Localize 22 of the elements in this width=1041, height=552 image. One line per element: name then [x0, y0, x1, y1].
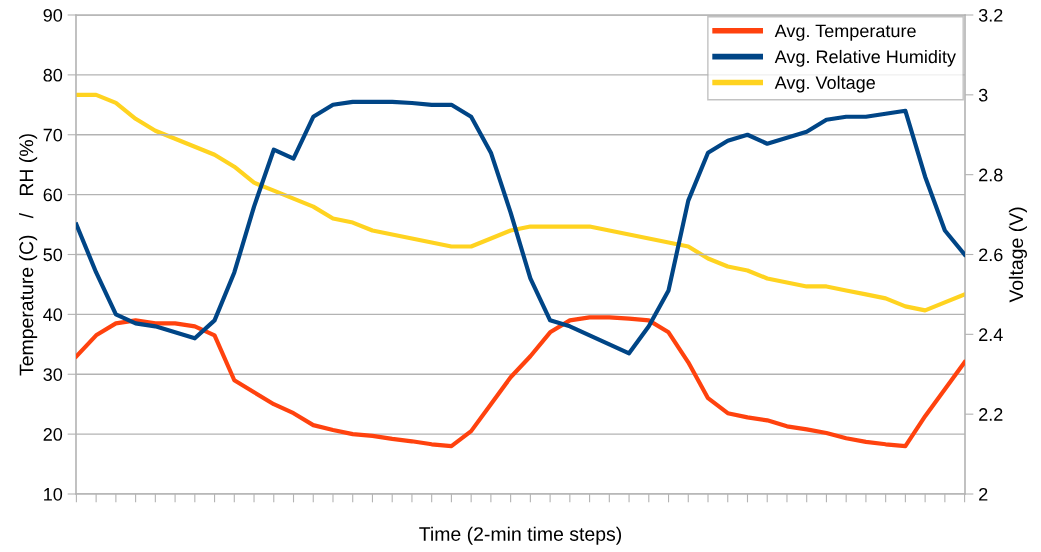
y2-tick-label: 2.8 [979, 168, 1003, 182]
y-axis-title: Temperature (C) / RH (%) [19, 134, 38, 376]
x-axis-title: Time (2-min time steps) [419, 526, 622, 545]
y-tick-label: 50 [43, 248, 63, 262]
y2-tick-label: 2.4 [979, 328, 1003, 341]
legend-label: Avg. Temperature [774, 24, 916, 41]
y-tick-label: 90 [43, 8, 63, 22]
y2-tick-label: 2 [979, 487, 988, 501]
y2-tick-label: 2.2 [979, 408, 1003, 421]
y2-tick-label: 3 [978, 88, 988, 102]
y2-axis-title: Voltage (V) [1008, 207, 1027, 303]
legend-label: Avg. Relative Humidity [774, 49, 956, 67]
y-tick-label: 20 [43, 428, 63, 441]
y-tick-label: 80 [43, 68, 63, 82]
y-tick-label: 30 [43, 368, 63, 381]
y-tick-label: 10 [44, 487, 63, 501]
legend-label: Avg. Voltage [774, 75, 875, 93]
y-tick-label: 40 [43, 308, 63, 322]
y-tick-label: 60 [43, 188, 63, 202]
y2-tick-label: 2.6 [979, 248, 1003, 262]
y2-tick-label: 3.2 [978, 8, 1003, 22]
y-tick-label: 70 [43, 128, 63, 142]
